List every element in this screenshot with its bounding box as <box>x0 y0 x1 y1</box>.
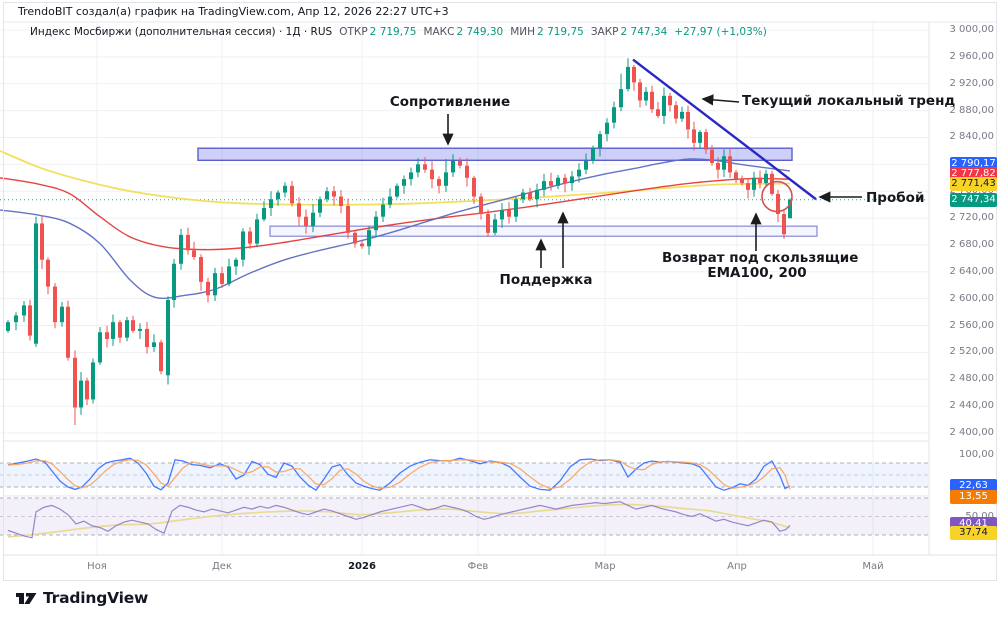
symbol-title[interactable]: Индекс Мосбиржи (дополнительная сессия) … <box>30 26 333 38</box>
breakout-annotation: Пробой <box>866 190 925 206</box>
price-badge: 2 747,34 <box>950 193 997 207</box>
price-badge: 37,74 <box>950 526 997 540</box>
price-axis-label: 2 840,00 <box>949 131 994 143</box>
price-axis-label: 2 560,00 <box>949 319 994 331</box>
time-axis-label: Ноя <box>87 561 107 572</box>
time-axis-label: 2026 <box>348 561 376 572</box>
time-axis-label: Май <box>862 561 884 572</box>
price-axis-label: 2 920,00 <box>949 77 994 89</box>
price-axis-label: 2 680,00 <box>949 238 994 250</box>
close-value: 2 747,34 <box>620 26 668 38</box>
price-axis-label: 2 960,00 <box>949 50 994 62</box>
attribution-text: TrendoBIT создал(а) график на TradingVie… <box>18 5 449 18</box>
tradingview-logo-text: TradingView <box>43 589 149 607</box>
tradingview-logo-icon <box>16 592 37 604</box>
resistance-annotation: Сопротивление <box>389 94 511 110</box>
symbol-legend[interactable]: Индекс Мосбиржи (дополнительная сессия) … <box>30 26 767 38</box>
time-axis-label: Фев <box>467 561 489 572</box>
ema-return-annotation-line1: Возврат под скользящие <box>662 250 859 266</box>
open-value: 2 719,75 <box>369 26 417 38</box>
price-axis-label: 3 000,00 <box>949 24 994 35</box>
open-label: ОТКР <box>339 26 368 38</box>
price-axis-label: 2 880,00 <box>949 104 994 116</box>
price-badge: 2 771,43 <box>950 177 997 191</box>
low-value: 2 719,75 <box>537 26 584 38</box>
time-axis-label: Апр <box>727 561 747 572</box>
time-axis-label: Мар <box>594 561 616 572</box>
support-annotation: Поддержка <box>499 272 593 288</box>
indicator-axis-label: 50,00 <box>930 511 994 522</box>
ema-return-annotation-line2: EMA100, 200 <box>707 265 807 281</box>
high-value: 2 749,30 <box>456 26 504 38</box>
price-badge: 22,63 <box>950 479 997 493</box>
price-axis-label: 2 440,00 <box>949 400 994 412</box>
price-axis-label: 2 600,00 <box>949 292 994 304</box>
time-axis-label: Дек <box>211 561 232 572</box>
price-axis-label: 2 400,00 <box>949 427 994 438</box>
price-axis-label: 2 640,00 <box>949 265 994 277</box>
price-axis-label: 2 720,00 <box>949 212 994 224</box>
indicator-axis-label: 100,00 <box>959 449 994 460</box>
price-badge: 13,55 <box>950 490 997 504</box>
high-label: МАКС <box>423 26 455 38</box>
low-label: МИН <box>510 26 536 38</box>
local-trend-annotation: Текущий локальный тренд <box>742 93 956 109</box>
close-label: ЗАКР <box>590 26 619 38</box>
change-value: +27,97 (+1,03%) <box>674 26 767 38</box>
price-axis-label: 2 520,00 <box>949 346 994 358</box>
tradingview-logo[interactable]: TradingView <box>16 589 148 607</box>
price-axis-label: 2 480,00 <box>949 373 994 385</box>
